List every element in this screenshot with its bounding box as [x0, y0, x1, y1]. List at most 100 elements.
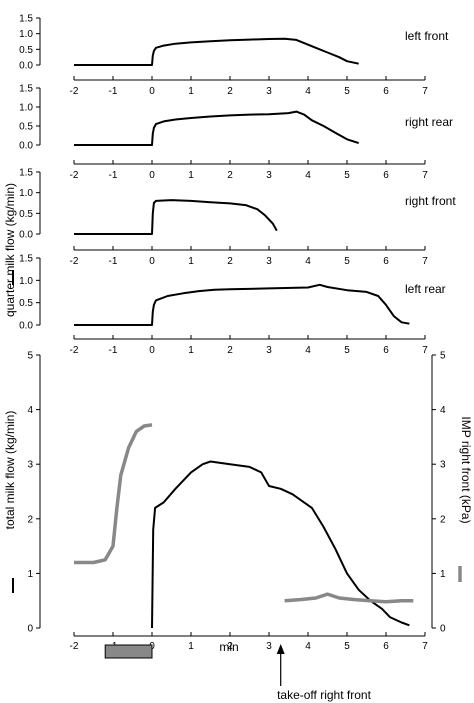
panel-name-label: right front [405, 194, 456, 208]
x-tick-label: 5 [344, 86, 350, 97]
x-tick-label: 3 [266, 345, 272, 356]
y-tick-label: 1.0 [19, 188, 33, 199]
x-tick-label: -1 [109, 256, 118, 267]
x-tick-label: 0 [149, 170, 155, 181]
x-tick-label: 2 [227, 86, 233, 97]
panel-right-front: 0.0 0.5 1.0 1.5 -2 -1 0 1 2 3 4 5 6 7 right front [19, 168, 456, 268]
y-tick-label: 0.5 [19, 122, 33, 133]
x-tick-label: 5 [344, 256, 350, 267]
y-tick-label: 0.0 [19, 230, 33, 241]
right-y-tick-label: 4 [440, 405, 446, 416]
x-tick-label: 0 [149, 256, 155, 267]
takeoff-annotation-label: take-off right front [277, 688, 371, 702]
x-tick-label: -2 [70, 345, 79, 356]
x-tick-label: -2 [70, 641, 79, 652]
x-tick-label: -1 [109, 86, 118, 97]
x-tick-label: 6 [383, 86, 389, 97]
x-tick-label: 4 [305, 256, 311, 267]
x-tick-label: 5 [344, 641, 350, 652]
x-tick-label: 7 [422, 256, 428, 267]
quarter-panels: 0.0 0.5 1.0 1.5 -2 -1 0 1 2 3 4 5 6 7 left front 0.0 0.5… [19, 14, 456, 357]
x-tick-label: 3 [266, 256, 272, 267]
right-y-tick-label: 5 [440, 351, 446, 362]
x-tick-label: 1 [188, 256, 194, 267]
x-tick-label: 6 [383, 170, 389, 181]
y-tick-label: 1.5 [19, 254, 33, 265]
quarter-ylabel: quarter milk flow (kg/min) [3, 183, 17, 317]
series-line [284, 592, 414, 604]
x-tick-label: -1 [109, 345, 118, 356]
x-tick-label: 2 [227, 170, 233, 181]
right-y-tick-label: 2 [440, 514, 446, 525]
x-tick-label: 2 [227, 345, 233, 356]
left-y-tick-label: 0 [27, 624, 33, 635]
x-tick-label: 1 [188, 86, 194, 97]
x-tick-label: 5 [344, 170, 350, 181]
x-tick-label: 7 [422, 641, 428, 652]
y-tick-label: 0.0 [19, 141, 33, 152]
series-line [74, 423, 153, 565]
x-tick-label: 5 [344, 345, 350, 356]
right-y-tick-label: 3 [440, 460, 446, 471]
x-tick-label: 6 [383, 256, 389, 267]
y-tick-label: 0.0 [19, 61, 33, 72]
y-tick-label: 0.5 [19, 209, 33, 220]
x-tick-label: 0 [149, 86, 155, 97]
series-line [74, 283, 410, 326]
x-tick-label: -2 [70, 86, 79, 97]
y-tick-label: 1.0 [19, 276, 33, 287]
y-tick-label: 1.0 [19, 29, 33, 40]
y-tick-label: 0.5 [19, 298, 33, 309]
x-tick-label: 6 [383, 345, 389, 356]
y-tick-label: 0.5 [19, 45, 33, 56]
y-tick-label: 0.0 [19, 321, 33, 332]
y-tick-label: 1.0 [19, 103, 33, 114]
panel-left-rear: 0.0 0.5 1.0 1.5 -2 -1 0 1 2 3 4 5 6 7 left rear [19, 254, 446, 357]
x-tick-label: 6 [383, 641, 389, 652]
x-tick-label: 7 [422, 86, 428, 97]
right-y-tick-label: 1 [440, 569, 446, 580]
x-tick-label: 2 [227, 641, 233, 652]
x-tick-label: 2 [227, 256, 233, 267]
panel-name-label: right rear [405, 115, 453, 129]
x-tick-label: 7 [422, 170, 428, 181]
total-ylabel-right: IMP right front (kPa) [459, 416, 473, 523]
series-line [74, 199, 278, 235]
panel-left-front: 0.0 0.5 1.0 1.5 -2 -1 0 1 2 3 4 5 6 7 left front [19, 14, 449, 98]
series-line [151, 460, 410, 629]
x-tick-label: -2 [70, 256, 79, 267]
panel-name-label: left rear [405, 282, 446, 296]
x-tick-label: 1 [188, 641, 194, 652]
x-tick-label: 4 [305, 86, 311, 97]
milking-phase-bar [104, 644, 153, 659]
right-y-tick-label: 0 [440, 624, 446, 635]
x-tick-label: -2 [70, 170, 79, 181]
y-tick-label: 1.5 [19, 14, 33, 25]
x-tick-label: 4 [305, 170, 311, 181]
annotations [12, 270, 462, 686]
x-tick-label: 4 [305, 641, 311, 652]
y-tick-label: 1.5 [19, 168, 33, 179]
x-tick-label: 3 [266, 86, 272, 97]
panel-right-rear: 0.0 0.5 1.0 1.5 -2 -1 0 1 2 3 4 5 6 7 right rear [19, 84, 453, 182]
left-y-tick-label: 4 [27, 405, 33, 416]
left-y-tick-label: 3 [27, 460, 33, 471]
panel-name-label: left front [405, 29, 449, 43]
x-tick-label: 3 [266, 641, 272, 652]
takeoff-arrow-head [276, 644, 285, 654]
series-line [74, 110, 360, 146]
y-tick-label: 1.5 [19, 84, 33, 95]
x-tick-label: 1 [188, 170, 194, 181]
x-unit-label: min [219, 640, 238, 654]
left-y-tick-label: 1 [27, 569, 33, 580]
left-y-tick-label: 5 [27, 351, 33, 362]
x-tick-label: 0 [149, 345, 155, 356]
series-line [74, 37, 359, 66]
x-tick-label: 7 [422, 345, 428, 356]
total-ylabel-left: total milk flow (kg/min) [3, 411, 17, 530]
x-tick-label: 3 [266, 170, 272, 181]
x-tick-label: 1 [188, 345, 194, 356]
x-tick-label: -1 [109, 170, 118, 181]
